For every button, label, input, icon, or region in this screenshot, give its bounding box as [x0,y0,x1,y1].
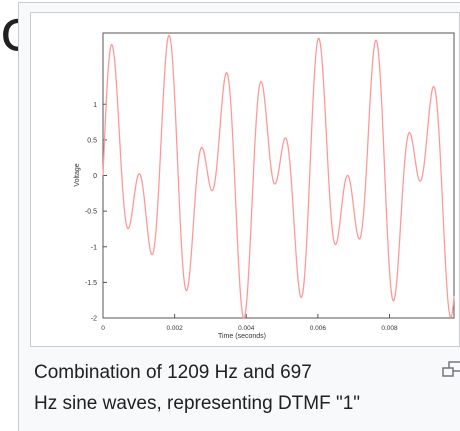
x-tick-label: 0 [101,325,105,332]
y-tick-label: 0 [93,173,97,180]
y-axis-label: Voltage [74,163,81,186]
x-tick-label: 0.006 [310,325,327,332]
image-caption: Combination of 1209 Hz and 697 Hz sine w… [34,357,434,419]
caption-line-2: Hz sine waves, representing DTMF "1" [34,393,361,414]
waveform-chart: 1 0.5 0 -0.5 -1 -1.5 -2 0 0.002 0.004 0.006 0.008 V… [74,32,455,340]
waveform-line [102,34,455,319]
x-tick-label: 0.002 [166,325,183,332]
axis-ticks: 1 0.5 0 -0.5 -1 -1.5 -2 0 0.002 0.004 0.006 0.008 [85,102,398,332]
y-tick-label: -1 [91,244,97,251]
y-tick-label: 0.5 [87,137,97,144]
y-tick-label: 1 [93,102,97,109]
y-tick-label: -0.5 [85,209,97,216]
x-tick-label: 0.004 [238,325,255,332]
caption-line-1: Combination of 1209 Hz and 697 [34,362,312,383]
y-tick-label: -1.5 [85,280,97,287]
dtmf-waveform-image[interactable]: 1 0.5 0 -0.5 -1 -1.5 -2 0 0.002 0.004 0.006 0.008 V… [30,12,460,347]
image-thumbnail-box: 1 0.5 0 -0.5 -1 -1.5 -2 0 0.002 0.004 0.006 0.008 V… [18,2,460,431]
y-tick-label: -2 [91,316,97,323]
x-tick-label: 0.008 [381,325,398,332]
enlarge-icon[interactable] [442,361,460,379]
x-axis-label: Time (seconds) [218,333,266,340]
